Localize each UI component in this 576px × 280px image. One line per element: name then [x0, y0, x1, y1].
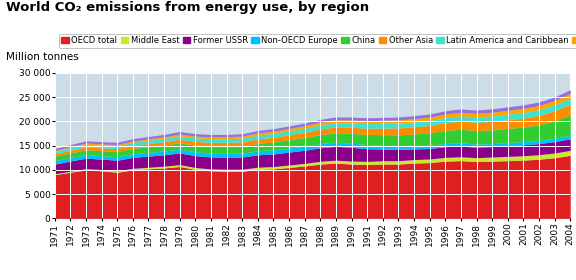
- Legend: OECD total, Middle East, Former USSR, Non-OECD Europe, China, Other Asia, Latin : OECD total, Middle East, Former USSR, No…: [59, 34, 576, 48]
- Text: World CO₂ emissions from energy use, by region: World CO₂ emissions from energy use, by …: [6, 1, 369, 14]
- Text: Million tonnes: Million tonnes: [6, 52, 78, 62]
